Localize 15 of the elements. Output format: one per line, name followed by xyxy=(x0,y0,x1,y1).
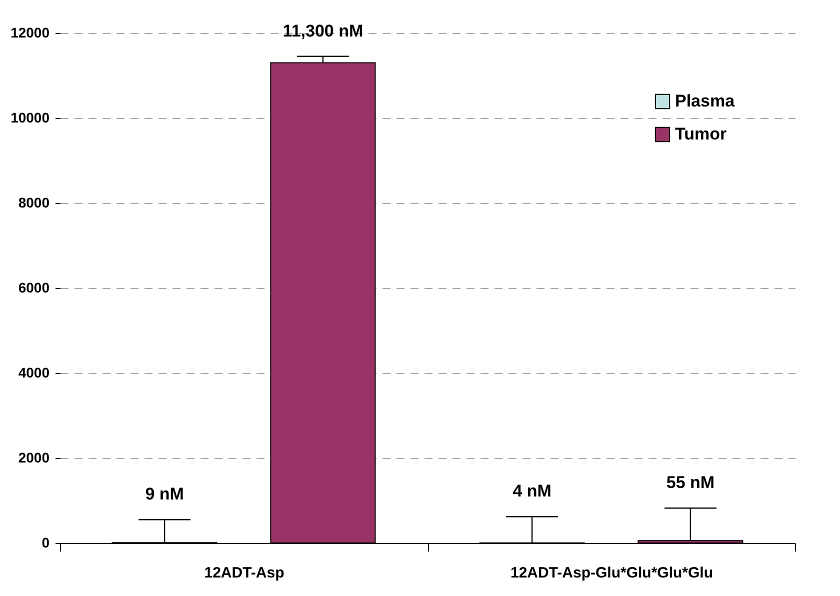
legend-label: Tumor xyxy=(675,124,728,144)
x-tick-label: 12ADT-Asp-Glu*Glu*Glu*Glu xyxy=(510,564,714,582)
y-tick-label: 4000 xyxy=(18,364,50,380)
data-label: 4 nM xyxy=(512,482,552,501)
data-label: 55 nM xyxy=(666,473,715,492)
data-label: 11,300 nM xyxy=(282,21,364,40)
x-tick-label: 12ADT-Asp xyxy=(204,564,284,582)
y-tick-label: 10000 xyxy=(10,110,50,126)
y-tick-label: 6000 xyxy=(18,280,50,296)
legend-label: Plasma xyxy=(675,92,736,110)
y-tick-label: 2000 xyxy=(18,450,50,466)
y-tick-label: 8000 xyxy=(18,194,50,210)
y-tick-label: 0 xyxy=(42,534,50,550)
data-label: 9 nM xyxy=(145,484,184,504)
y-tick-label: 12000 xyxy=(10,24,50,40)
